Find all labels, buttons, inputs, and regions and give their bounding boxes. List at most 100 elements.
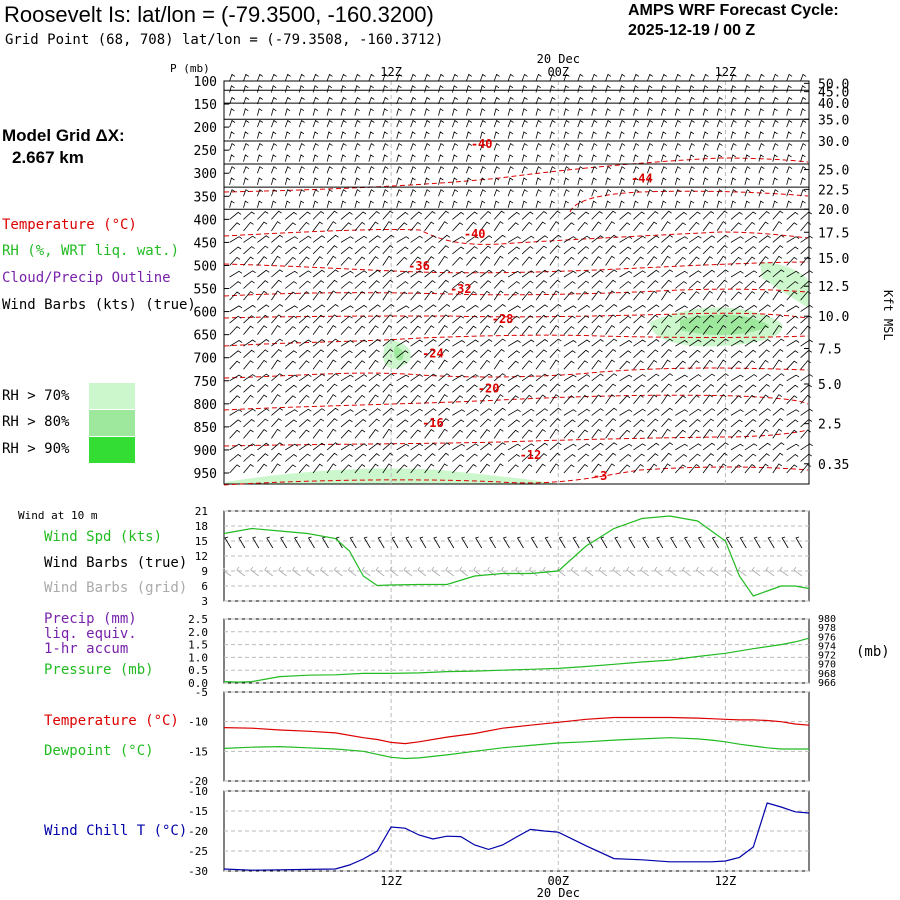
temperature-tick-label: -15 xyxy=(188,745,208,758)
pressure-label: Pressure (mb) xyxy=(44,662,154,678)
height-tick-label: 20.0 xyxy=(818,203,849,218)
rh-region xyxy=(226,468,560,484)
height-tick-label: 0.35 xyxy=(818,458,849,473)
bottom-time-label: 12Z xyxy=(715,874,737,888)
wind-speed-tick-label: 9 xyxy=(201,565,208,578)
pressure-tick-label: 970 xyxy=(818,660,836,671)
model-grid-label: Model Grid ΔX: xyxy=(2,126,125,145)
pressure-tick-label: 800 xyxy=(194,398,217,413)
rh80-swatch xyxy=(89,410,135,436)
temperature-contour xyxy=(223,466,809,486)
wind-chill-tick-label: -10 xyxy=(188,785,208,798)
temperature-contour-label: -28 xyxy=(492,312,514,326)
wind-barbs xyxy=(229,73,813,474)
pressure-tick-label: 966 xyxy=(818,678,836,689)
height-tick-label: 50.0 xyxy=(818,77,849,92)
height-tick-label: 15.0 xyxy=(818,252,849,267)
height-tick-label: 45.0 xyxy=(818,86,849,101)
wind-speed-line xyxy=(223,515,810,597)
height-axis-label: Kft MSL xyxy=(881,290,895,341)
pressure-tick-label: 300 xyxy=(194,167,217,182)
temperature-contour-label: -40 xyxy=(464,227,486,241)
forecast-cycle-label: AMPS WRF Forecast Cycle: xyxy=(628,2,839,19)
wind-speed-tick-label: 3 xyxy=(201,595,208,608)
wind-barbs-true-label: Wind Barbs (true) xyxy=(44,555,188,571)
legend-wind: Wind Barbs (kts) (true) xyxy=(2,297,196,313)
dewpoint-line xyxy=(223,737,809,760)
time-tick-label: 00Z xyxy=(547,65,569,79)
wind-chill-line xyxy=(223,802,810,871)
temperature-tick-label: -5 xyxy=(195,686,208,699)
height-tick-label: 40.0 xyxy=(818,97,849,112)
pressure-unit-label: (mb) xyxy=(856,644,890,660)
wind-speed-tick-label: 12 xyxy=(195,550,208,563)
precip-tick-label: 2.5 xyxy=(188,613,208,626)
chart-title: Roosevelt Is: lat/lon = (-79.3500, -160.… xyxy=(4,2,434,27)
pressure-tick-label: 650 xyxy=(194,329,217,344)
height-tick-label: 5.0 xyxy=(818,378,841,393)
wind-chill-tick-label: -20 xyxy=(188,825,208,838)
pressure-tick-label: 974 xyxy=(818,641,836,652)
pressure-tick-label: 450 xyxy=(194,236,217,251)
temperature-contour-label: -24 xyxy=(422,347,444,361)
temperature-line xyxy=(223,716,810,745)
rh70-swatch xyxy=(89,383,135,409)
legend-rh: RH (%, WRT liq. wat.) xyxy=(2,243,180,259)
grid-wind-barbs xyxy=(222,566,803,577)
rh-region xyxy=(760,262,809,308)
pressure-tick-label: 350 xyxy=(194,190,217,205)
temperature-contour xyxy=(223,157,809,193)
height-tick-label: 35.0 xyxy=(818,113,849,128)
rh-region xyxy=(680,314,770,335)
pressure-tick-label: 700 xyxy=(194,352,217,367)
height-tick-label: 22.5 xyxy=(818,183,849,198)
pressure-line xyxy=(223,637,810,683)
wind-speed-tick-label: 15 xyxy=(195,535,208,548)
pressure-tick-label: 972 xyxy=(818,651,836,662)
precip-tick-label: 1.5 xyxy=(188,639,208,652)
precip-tick-label: 1.0 xyxy=(188,651,208,664)
wind-chill-label: Wind Chill T (°C) xyxy=(44,823,188,839)
pressure-tick-label: 950 xyxy=(194,467,217,482)
pressure-tick-label: 850 xyxy=(194,421,217,436)
temperature-contour-label: -3 xyxy=(593,469,607,483)
pressure-tick-label: 250 xyxy=(194,144,217,159)
temperature-contour-label: -32 xyxy=(450,282,472,296)
temperature-contour-label: -36 xyxy=(408,259,430,273)
wind-chill-tick-label: -30 xyxy=(188,865,208,878)
surface-wind-barbs xyxy=(224,536,803,549)
precip-label: Precip (mm) liq. equiv. 1-hr accum xyxy=(44,611,137,657)
wind-chill-tick-label: -25 xyxy=(188,845,208,858)
height-tick-label: 12.5 xyxy=(818,280,849,295)
pressure-tick-label: 550 xyxy=(194,283,217,298)
pressure-tick-label: 400 xyxy=(194,213,217,228)
pressure-tick-label: 978 xyxy=(818,623,836,634)
bottom-time-label: 00Z xyxy=(547,874,569,888)
temperature-contour xyxy=(223,367,809,379)
grid-point-subtitle: Grid Point (68, 708) lat/lon = (-79.3508… xyxy=(5,32,444,48)
pressure-axis-label: P (mb) xyxy=(170,62,210,75)
pressure-tick-label: 976 xyxy=(818,632,836,643)
height-tick-label: 7.5 xyxy=(818,342,841,357)
height-tick-label: 2.5 xyxy=(818,418,841,433)
wind-speed-tick-label: 21 xyxy=(195,505,208,518)
height-tick-label: 25.0 xyxy=(818,164,849,179)
bottom-date-label: 20 Dec xyxy=(537,886,580,900)
pressure-tick-label: 968 xyxy=(818,669,836,680)
pressure-tick-label: 900 xyxy=(194,444,217,459)
pressure-tick-label: 500 xyxy=(194,259,217,274)
rh90-swatch xyxy=(89,437,135,463)
legend-cloud: Cloud/Precip Outline xyxy=(2,270,171,286)
temperature-contour-label: -16 xyxy=(422,416,444,430)
temperature-contour xyxy=(223,429,809,447)
height-tick-label: 30.0 xyxy=(818,135,849,150)
temperature-contour xyxy=(223,394,809,411)
temperature-tick-label: -20 xyxy=(188,775,208,788)
temperature-contour-label: -44 xyxy=(631,171,653,185)
pressure-tick-label: 150 xyxy=(194,98,217,113)
rh90-label: RH > 90% xyxy=(2,441,70,457)
temperature-contour xyxy=(223,334,809,347)
height-tick-label: 17.5 xyxy=(818,226,849,241)
forecast-cycle-value: 2025-12-19 / 00 Z xyxy=(628,22,756,39)
pressure-tick-label: 750 xyxy=(194,375,217,390)
